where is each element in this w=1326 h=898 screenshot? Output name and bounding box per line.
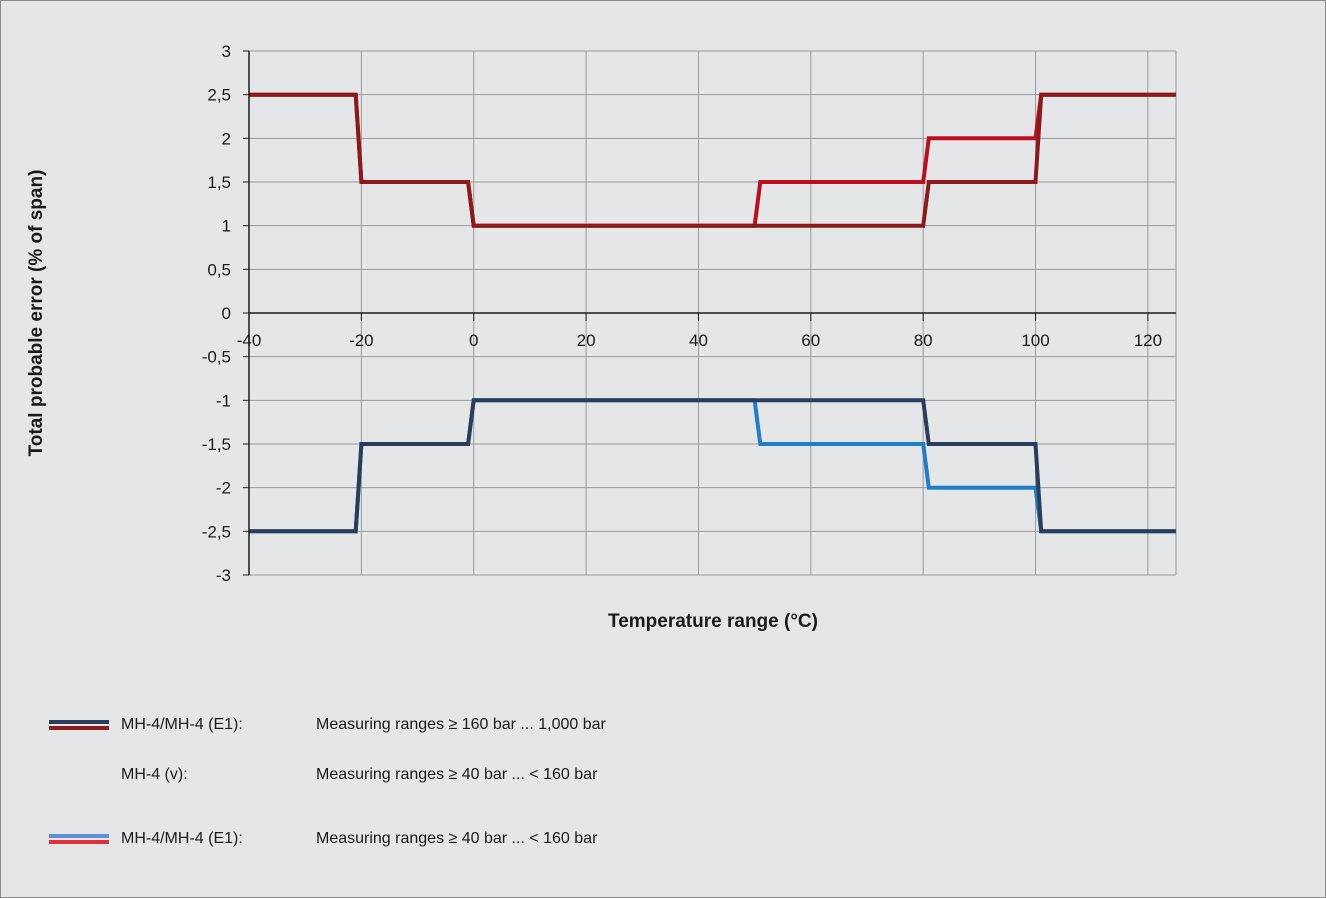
legend-item-1: MH-4/MH-4 (E1): Measuring ranges ≥ 160 b… [49,713,606,737]
legend-model-2: MH-4 (v): [121,766,188,783]
y-tick-label-11: -2,5 [202,522,231,541]
legend-range-1: Measuring ranges ≥ 160 bar ... 1,000 bar [316,716,606,733]
y-tick-label-6: 0 [222,304,231,323]
legend-swatch-3 [49,834,109,844]
y-tick-label-8: -1 [216,391,231,410]
y-tick-label-1: 2,5 [207,86,231,105]
legend-range-3: Measuring ranges ≥ 40 bar ... < 160 bar [316,830,598,847]
x-axis-title: Temperature range (°C) [608,611,818,632]
x-tick-label-3: 20 [577,331,596,350]
legend-range-2: Measuring ranges ≥ 40 bar ... < 160 bar [316,766,598,783]
x-tick-label-7: 100 [1021,331,1049,350]
series-line-4 [249,398,1176,534]
y-tick-label-12: -3 [216,566,231,585]
x-tick-label-2: 0 [469,331,478,350]
x-tick-label-0: -40 [237,331,262,350]
series-line-2 [249,92,1176,228]
x-tick-label-4: 40 [689,331,708,350]
legend-model-1: MH-4/MH-4 (E1): [121,716,243,733]
y-tick-label-0: 3 [222,42,231,61]
legend-item-3: MH-4/MH-4 (E1): Measuring ranges ≥ 40 ba… [49,827,597,851]
legend-swatch-1-bottom [49,726,109,730]
x-tick-label-6: 80 [914,331,933,350]
x-tick-label-1: -20 [349,331,374,350]
y-axis-title: Total probable error (% of span) [26,170,47,457]
y-tick-label-2: 2 [222,129,231,148]
legend-item-2: MH-4 (v): Measuring ranges ≥ 40 bar ... … [49,763,597,787]
legend-swatch-3-bottom [49,840,109,844]
legend-swatch-3-top [49,834,109,838]
legend-swatch-1 [49,720,109,730]
y-tick-label-7: -0,5 [202,348,231,367]
y-tick-label-3: 1,5 [207,173,231,192]
x-tick-label-8: 120 [1134,331,1162,350]
x-tick-label-5: 60 [801,331,820,350]
y-tick-label-5: 0,5 [207,260,231,279]
y-tick-label-10: -2 [216,479,231,498]
legend-model-3: MH-4/MH-4 (E1): [121,830,243,847]
y-tick-label-9: -1,5 [202,435,231,454]
y-tick-label-4: 1 [222,217,231,236]
legend-swatch-1-top [49,720,109,724]
